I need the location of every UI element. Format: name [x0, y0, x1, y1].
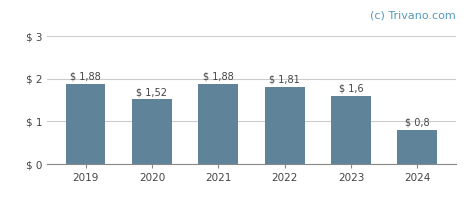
Bar [132, 99, 172, 164]
Text: $ 1,6: $ 1,6 [339, 84, 363, 94]
Text: $ 0,8: $ 0,8 [405, 118, 430, 128]
Bar [198, 84, 238, 164]
Text: (c) Trivano.com: (c) Trivano.com [370, 11, 456, 21]
Text: $ 1,81: $ 1,81 [269, 75, 300, 85]
Bar [331, 96, 371, 164]
Bar [398, 130, 437, 164]
Bar [66, 84, 105, 164]
Bar [265, 87, 305, 164]
Text: $ 1,88: $ 1,88 [203, 72, 234, 82]
Text: $ 1,52: $ 1,52 [136, 87, 167, 97]
Text: $ 1,88: $ 1,88 [70, 72, 101, 82]
